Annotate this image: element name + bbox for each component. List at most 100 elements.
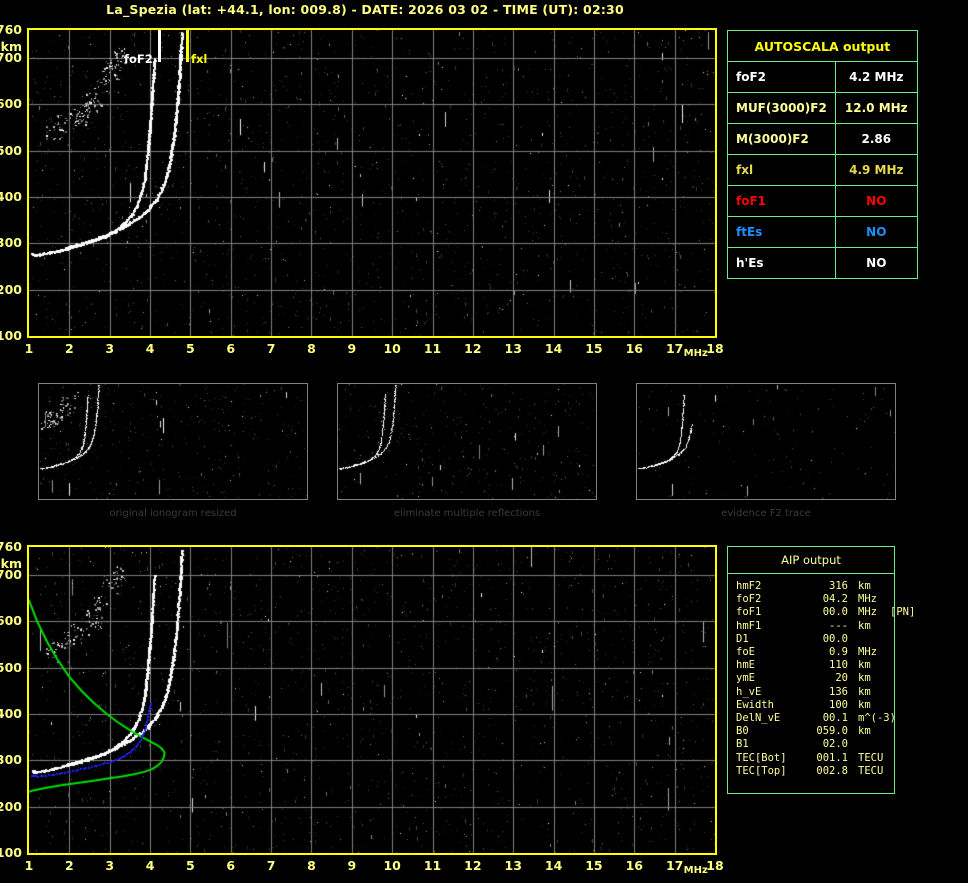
profile-ionogram-frame: [27, 545, 717, 855]
main-ionogram-panel[interactable]: foF2 fxl: [27, 28, 717, 338]
autoscala-key: foF2: [727, 61, 836, 93]
x-tick-label: 2: [64, 341, 74, 356]
autoscala-row: h'Es NO: [727, 247, 918, 279]
thumbnail-2-canvas[interactable]: [637, 384, 895, 499]
x-tick-label: 10: [383, 341, 401, 356]
main-ionogram-canvas[interactable]: [29, 30, 715, 336]
autoscala-key: h'Es: [727, 247, 836, 279]
autoscala-value: NO: [834, 185, 918, 217]
aip-param-unit: MHz: [858, 646, 877, 659]
x-tick-label: 11: [423, 858, 442, 873]
x-tick-label: 10: [383, 858, 401, 873]
aip-param-unit: m^(-3): [858, 712, 896, 725]
x-tick-label: 7: [266, 858, 276, 873]
fxl-annotation-label: fxl: [191, 52, 208, 66]
aip-param-name: Ewidth: [736, 698, 774, 711]
aip-param-unit: MHz: [858, 593, 877, 606]
aip-row: h_vE 136 km: [736, 686, 894, 699]
aip-row: B0 059.0 km: [736, 725, 894, 738]
x-tick-label: 16: [625, 858, 643, 873]
x-tick-label: 6: [226, 341, 236, 356]
thumbnail-2-caption: evidence F2 trace: [721, 508, 811, 519]
aip-param-unit: MHz: [858, 606, 877, 619]
thumbnail-original-ionogram[interactable]: [38, 383, 308, 500]
x-tick-label: 3: [105, 858, 115, 873]
aip-param-unit: km: [858, 659, 871, 672]
autoscala-value: 4.2 MHz: [834, 61, 918, 93]
aip-param-value: 00.0: [822, 632, 848, 645]
aip-title: AIP output: [728, 547, 894, 574]
thumbnail-evidence-f2-trace[interactable]: [636, 383, 896, 500]
aip-row: B1 02.0: [736, 738, 894, 751]
y-axis-unit: km: [0, 556, 22, 571]
y-tick-label: 500: [0, 142, 22, 158]
thumbnail-eliminate-multiple-reflections[interactable]: [337, 383, 597, 500]
profile-ionogram-panel[interactable]: [27, 545, 717, 855]
x-tick-label: 13: [504, 341, 522, 356]
aip-param-value: 00.0: [822, 606, 848, 619]
aip-param-unit: km: [858, 725, 871, 738]
y-tick-label: 500: [0, 659, 22, 675]
x-tick-label: 13: [504, 858, 522, 873]
x-tick-label: 5: [186, 341, 195, 356]
aip-param-value: 110: [829, 659, 848, 672]
aip-param-unit: TECU: [858, 751, 884, 764]
y-tick-label: 700: [0, 566, 22, 582]
aip-param-value: 04.2: [822, 593, 848, 606]
autoscala-row: fxl 4.9 MHz: [727, 154, 918, 186]
aip-row: foF2 04.2 MHz: [736, 593, 894, 606]
x-tick-label: 12: [464, 341, 482, 356]
aip-param-value: 02.0: [822, 738, 848, 751]
profile-ionogram-canvas[interactable]: [29, 547, 715, 853]
thumbnail-1-canvas[interactable]: [338, 384, 596, 499]
aip-param-name: DelN_vE: [736, 712, 781, 725]
autoscala-key: M(3000)F2: [727, 123, 836, 155]
aip-param-value: 002.8: [816, 764, 848, 777]
x-tick-label: 15: [585, 341, 603, 356]
aip-row: foE 0.9 MHz: [736, 646, 894, 659]
aip-param-unit: km: [858, 685, 871, 698]
aip-row: hmF1 --- km: [736, 620, 894, 633]
aip-param-name: hmE: [736, 659, 755, 672]
x-tick-label: 17: [665, 858, 684, 873]
aip-param-name: h_vE: [736, 685, 762, 698]
aip-param-value: ---: [829, 619, 848, 632]
aip-row: Ewidth 100 km: [736, 699, 894, 712]
aip-param-unit: km: [858, 619, 871, 632]
aip-param-name: TEC[Top]: [736, 764, 787, 777]
x-tick-label: 4: [145, 858, 155, 873]
x-tick-label: 9: [347, 341, 357, 356]
aip-param-name: ymE: [736, 672, 755, 685]
aip-param-name: foF2: [736, 593, 762, 606]
x-tick-label: 8: [307, 341, 316, 356]
x-tick-label: 8: [307, 858, 316, 873]
y-tick-label: 760: [0, 539, 22, 554]
aip-param-name: foF1: [736, 606, 762, 619]
x-tick-label: 1: [24, 341, 34, 356]
y-tick-label: 200: [0, 281, 22, 297]
autoscala-row: M(3000)F2 2.86: [727, 123, 918, 155]
x-tick-label: 16: [625, 341, 643, 356]
y-tick-label: 100: [0, 845, 22, 860]
x-tick-label: 15: [585, 858, 603, 873]
x-tick-label: 14: [544, 341, 563, 356]
aip-param-value: 059.0: [816, 725, 848, 738]
aip-param-unit: km: [858, 672, 871, 685]
autoscala-row: MUF(3000)F2 12.0 MHz: [727, 92, 918, 124]
thumbnail-0-canvas[interactable]: [39, 384, 307, 499]
aip-rows: hmF2 316 km foF2 04.2 MHz foF1 00.0 MHz [PN] hmF1 -…: [728, 574, 915, 784]
aip-param-value: 20: [835, 672, 848, 685]
fxl-marker-line: [186, 30, 189, 62]
x-axis-unit: MHz: [683, 348, 708, 359]
x-tick-label: 7: [266, 341, 276, 356]
y-axis-unit: km: [0, 39, 22, 54]
aip-row: TEC[Top] 002.8 TECU: [736, 765, 894, 778]
aip-param-value: 00.1: [822, 712, 848, 725]
x-tick-label: 5: [186, 858, 195, 873]
y-tick-label: 200: [0, 798, 22, 814]
aip-output-panel: AIP output hmF2 316 km foF2 04.2 MHz foF1 00.0 M…: [727, 546, 915, 794]
x-tick-label: 1: [24, 858, 34, 873]
thumbnail-1-caption: eliminate multiple reflections: [393, 508, 541, 519]
autoscala-value: NO: [834, 216, 918, 248]
